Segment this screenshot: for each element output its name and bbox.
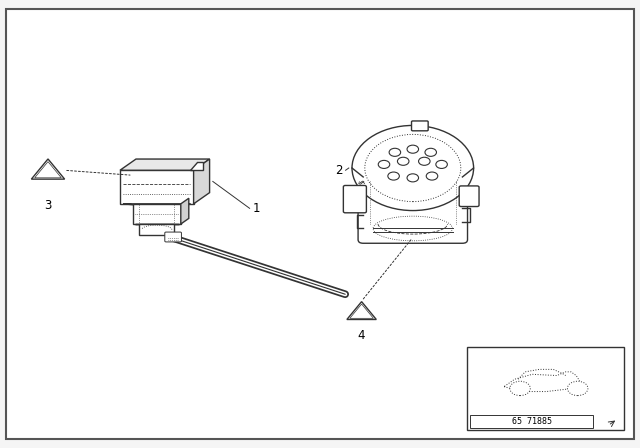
Circle shape [365,134,461,202]
Polygon shape [120,170,193,204]
Circle shape [510,381,531,396]
Polygon shape [347,302,376,319]
FancyBboxPatch shape [344,185,366,213]
FancyBboxPatch shape [412,121,428,131]
Circle shape [419,157,430,165]
Text: 1: 1 [253,202,260,215]
Text: 4: 4 [358,329,365,342]
FancyBboxPatch shape [165,232,182,242]
Circle shape [388,172,399,180]
Circle shape [397,157,409,165]
Polygon shape [120,159,210,170]
Polygon shape [180,198,189,224]
Circle shape [436,160,447,168]
Text: 2: 2 [335,164,342,177]
Polygon shape [123,204,191,205]
Polygon shape [31,159,65,179]
Text: 3: 3 [44,199,52,212]
Circle shape [407,145,419,153]
Polygon shape [133,204,180,224]
FancyBboxPatch shape [460,186,479,207]
FancyBboxPatch shape [6,9,634,439]
FancyBboxPatch shape [467,347,624,430]
FancyBboxPatch shape [470,415,593,428]
Circle shape [568,381,588,396]
Circle shape [378,160,390,168]
Text: 65 71885: 65 71885 [511,417,552,426]
FancyBboxPatch shape [358,173,467,243]
Polygon shape [191,162,204,170]
Circle shape [352,125,474,211]
Polygon shape [140,224,174,235]
Circle shape [389,148,401,156]
Circle shape [425,148,436,156]
Circle shape [426,172,438,180]
Circle shape [407,174,419,182]
Polygon shape [193,159,210,204]
